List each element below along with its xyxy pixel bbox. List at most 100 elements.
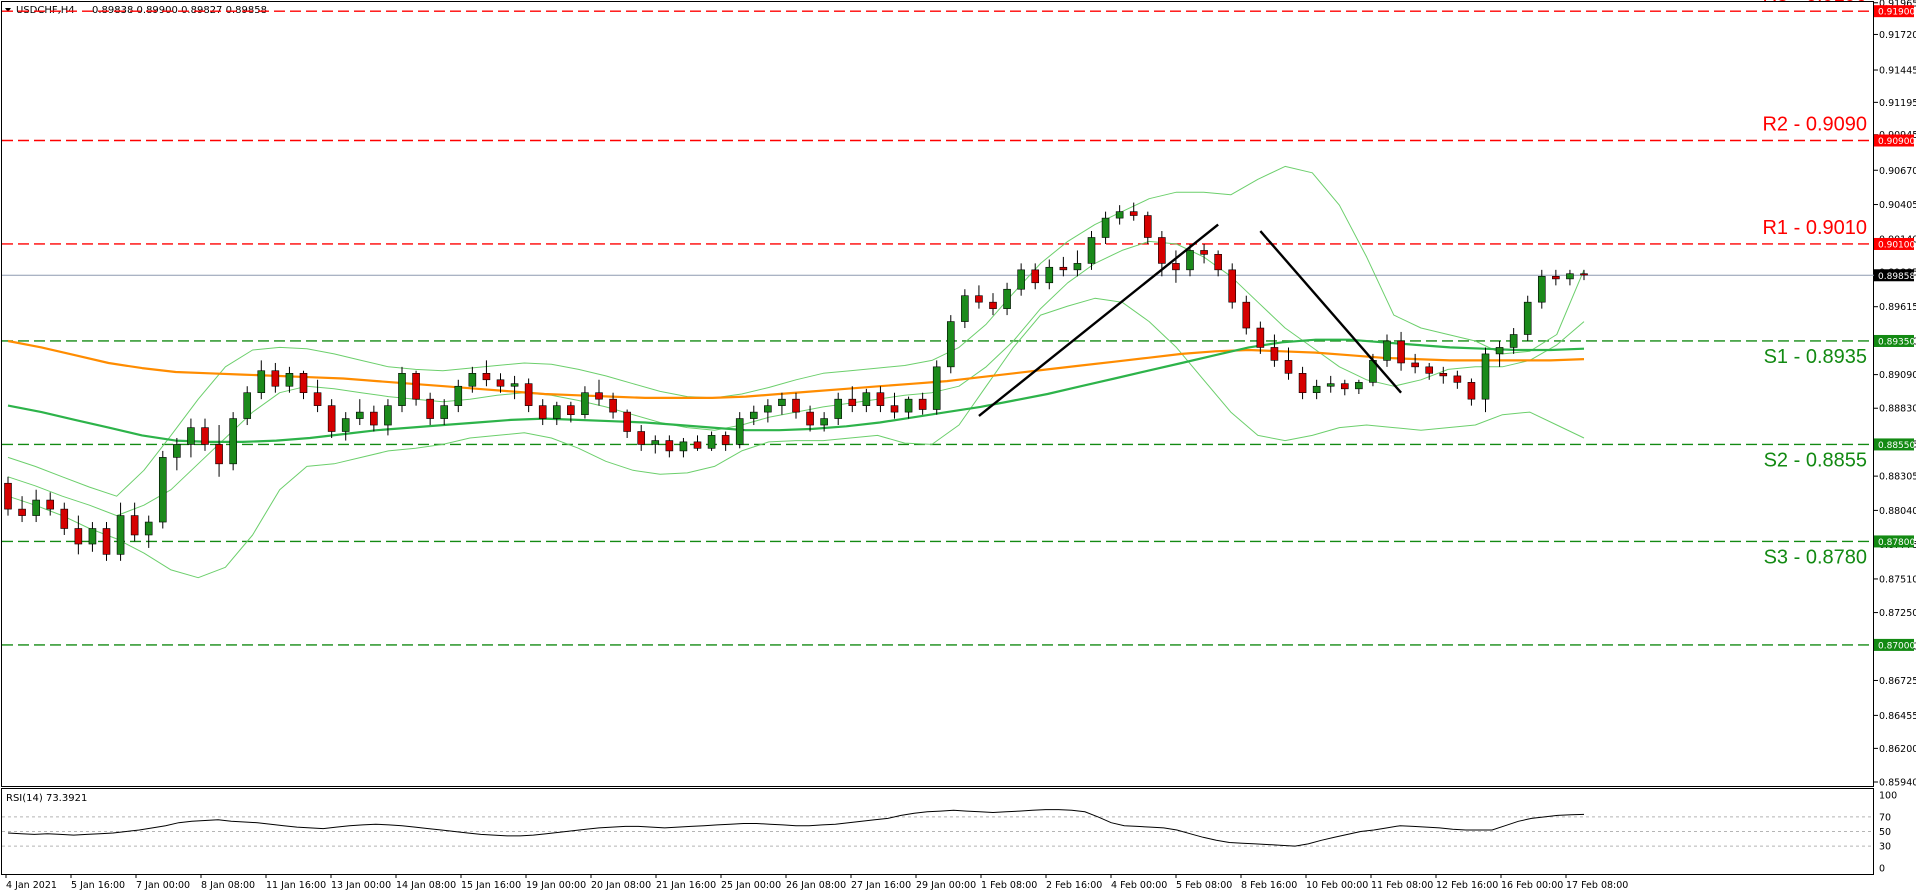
- level-price-tag-3: [1874, 334, 1914, 347]
- candle-body: [1158, 237, 1166, 264]
- candle-body: [1017, 269, 1025, 290]
- level-price-tag-1: [1874, 134, 1914, 147]
- candle-body: [74, 528, 83, 545]
- candle-body: [116, 515, 125, 555]
- level-label-5: S3 - 0.8780: [1764, 546, 1867, 568]
- price-tick-label-12: 0.88830: [1879, 404, 1916, 415]
- level-label-3: S1 - 0.8935: [1764, 346, 1867, 368]
- rsi-indicator: 100 70 50 30 0: [2, 791, 1897, 875]
- candle-body: [1495, 347, 1504, 355]
- time-tick-label-9: 20 Jan 08:00: [591, 880, 651, 891]
- price-tick-label-17: 0.87510: [1879, 574, 1916, 585]
- candle-body: [1453, 375, 1462, 383]
- candle-body: [581, 392, 589, 415]
- collapse-triangle-icon[interactable]: [5, 8, 11, 12]
- candle-body: [1523, 301, 1532, 335]
- candle-body: [440, 405, 449, 419]
- time-tick-label-16: 2 Feb 16:00: [1046, 880, 1102, 891]
- candle-body: [412, 373, 420, 400]
- candle-body: [215, 444, 223, 465]
- sr-levels: [2, 10, 1874, 646]
- candle-body: [327, 405, 336, 432]
- bollinger-lower: [7, 297, 1585, 579]
- candle-body: [1256, 327, 1265, 348]
- time-axis: 4 Jan 2021 5 Jan 16:00 7 Jan 00:00 8 Jan 08…: [5, 874, 1628, 891]
- candle-body: [299, 373, 308, 394]
- price-tick-label-0: 0.91965: [1879, 0, 1916, 9]
- candle-body: [1186, 250, 1194, 271]
- candle-body: [18, 508, 26, 516]
- moving-averages: [7, 338, 1585, 443]
- candle-body: [764, 405, 772, 413]
- candle-body: [932, 366, 941, 410]
- time-tick-label-21: 11 Feb 08:00: [1371, 880, 1433, 891]
- candle-body: [229, 418, 237, 465]
- candle-body: [158, 457, 167, 523]
- candle-body: [735, 418, 744, 445]
- price-tick-label-21: 0.86455: [1879, 711, 1916, 722]
- time-tick-label-13: 27 Jan 16:00: [851, 880, 911, 891]
- candle-body: [1467, 382, 1476, 400]
- price-tick-label-6: 0.90405: [1879, 200, 1916, 211]
- rsi-tick-label-0: 100: [1879, 791, 1897, 802]
- time-tick-label-20: 10 Feb 00:00: [1306, 880, 1368, 891]
- candle-body: [243, 392, 252, 419]
- candle-body: [679, 441, 688, 452]
- level-price-tag-text-2: 0.90100: [1878, 240, 1915, 250]
- time-tick-label-6: 14 Jan 08:00: [396, 880, 456, 891]
- price-tick-label-22: 0.86200: [1879, 744, 1916, 755]
- candle-body: [918, 398, 927, 410]
- level-price-tag-text-3: 0.89350: [1878, 337, 1915, 347]
- candle-body: [1397, 340, 1405, 364]
- candle-body: [1425, 366, 1434, 374]
- candle-body: [1509, 334, 1518, 348]
- candle-body: [721, 435, 730, 445]
- candle-body: [130, 515, 139, 536]
- candle-body: [975, 295, 983, 303]
- time-tick-label-11: 25 Jan 00:00: [721, 880, 781, 891]
- candle-body: [806, 411, 814, 426]
- candle-body: [1326, 383, 1335, 387]
- candle-body: [538, 405, 547, 419]
- candle-body: [862, 392, 871, 406]
- price-tick-label-20: 0.86725: [1879, 676, 1916, 687]
- price-tick-label-2: 0.91445: [1879, 66, 1916, 77]
- candle-body: [1172, 263, 1180, 271]
- rsi-tick-label-1: 70: [1879, 812, 1891, 823]
- price-tick-label-1: 0.91720: [1879, 30, 1916, 41]
- candle-body: [173, 444, 181, 458]
- level-label-4: S2 - 0.8855: [1764, 449, 1867, 471]
- candle-body: [749, 411, 758, 419]
- candle-body: [792, 398, 800, 413]
- price-tick-label-18: 0.87250: [1879, 608, 1916, 619]
- price-tick-label-9: 0.89615: [1879, 302, 1916, 313]
- level-price-tag-text-1: 0.90900: [1878, 137, 1915, 147]
- candle-body: [1355, 382, 1363, 390]
- rsi-panel: [1, 788, 1874, 875]
- time-tick-label-7: 15 Jan 16:00: [461, 880, 521, 891]
- time-tick-label-14: 29 Jan 00:00: [916, 880, 976, 891]
- level-label-2: R1 - 0.9010: [1762, 217, 1867, 239]
- candle-body: [398, 373, 406, 406]
- price-tick-label-5: 0.90670: [1879, 166, 1916, 177]
- candle-body: [1200, 250, 1208, 255]
- level-labels: R3 - 0.9190 R2 - 0.9090 R1 - 0.9010 S1 - 0.…: [1762, 0, 1867, 568]
- price-tick-label-15: 0.88040: [1879, 506, 1916, 517]
- candle-body: [1481, 353, 1490, 400]
- candle-body: [1101, 217, 1110, 238]
- time-tick-label-19: 8 Feb 16:00: [1241, 880, 1297, 891]
- candle-body: [313, 392, 322, 406]
- candle-body: [1115, 211, 1124, 219]
- rsi-tick-label-4: 0: [1879, 864, 1885, 875]
- candle-body: [482, 373, 491, 381]
- candle-body: [876, 392, 885, 406]
- candle-body: [1003, 288, 1011, 309]
- candle-body: [88, 528, 97, 545]
- time-tick-label-22: 12 Feb 16:00: [1436, 880, 1498, 891]
- candle-body: [1566, 273, 1574, 280]
- candle-body: [707, 435, 716, 449]
- candle-body: [1270, 347, 1279, 361]
- current-price-tag: [1874, 269, 1914, 282]
- candle-body: [271, 370, 280, 387]
- candle-body: [426, 398, 434, 419]
